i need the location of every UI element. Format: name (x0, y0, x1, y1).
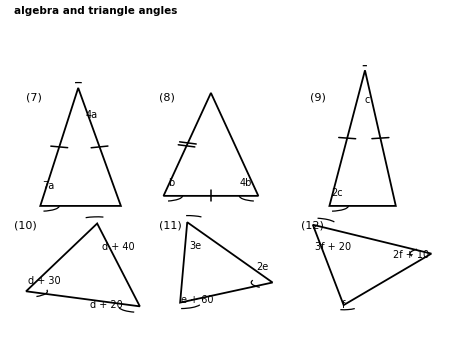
Text: 2f + 10: 2f + 10 (393, 250, 429, 260)
Text: b: b (168, 178, 174, 188)
Text: e + 60: e + 60 (181, 295, 214, 305)
Text: d + 20: d + 20 (90, 300, 123, 310)
Text: (11): (11) (159, 221, 182, 231)
Text: (12): (12) (301, 221, 324, 231)
Text: c: c (365, 95, 370, 105)
Text: d + 40: d + 40 (102, 242, 135, 252)
Text: d + 30: d + 30 (28, 276, 61, 286)
Text: (9): (9) (310, 93, 326, 103)
Text: 4b: 4b (239, 178, 252, 188)
Text: 7a: 7a (43, 181, 55, 191)
Text: 3e: 3e (190, 241, 202, 251)
Text: algebra and triangle angles: algebra and triangle angles (14, 6, 178, 16)
Text: 2c: 2c (331, 188, 343, 198)
Text: f: f (342, 300, 346, 310)
Text: (7): (7) (26, 93, 42, 103)
Text: (8): (8) (159, 93, 174, 103)
Text: 4a: 4a (85, 111, 98, 120)
Text: (10): (10) (14, 221, 37, 231)
Text: 3f + 20: 3f + 20 (315, 242, 351, 252)
Text: 2e: 2e (256, 262, 268, 273)
